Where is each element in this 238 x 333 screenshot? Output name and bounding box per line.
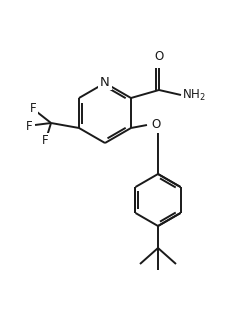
Text: F: F	[26, 120, 32, 133]
Text: F: F	[30, 103, 36, 116]
Text: F: F	[42, 135, 48, 148]
Text: O: O	[151, 119, 160, 132]
Text: NH$_2$: NH$_2$	[182, 88, 206, 103]
Text: N: N	[100, 76, 110, 89]
Text: O: O	[154, 50, 164, 63]
